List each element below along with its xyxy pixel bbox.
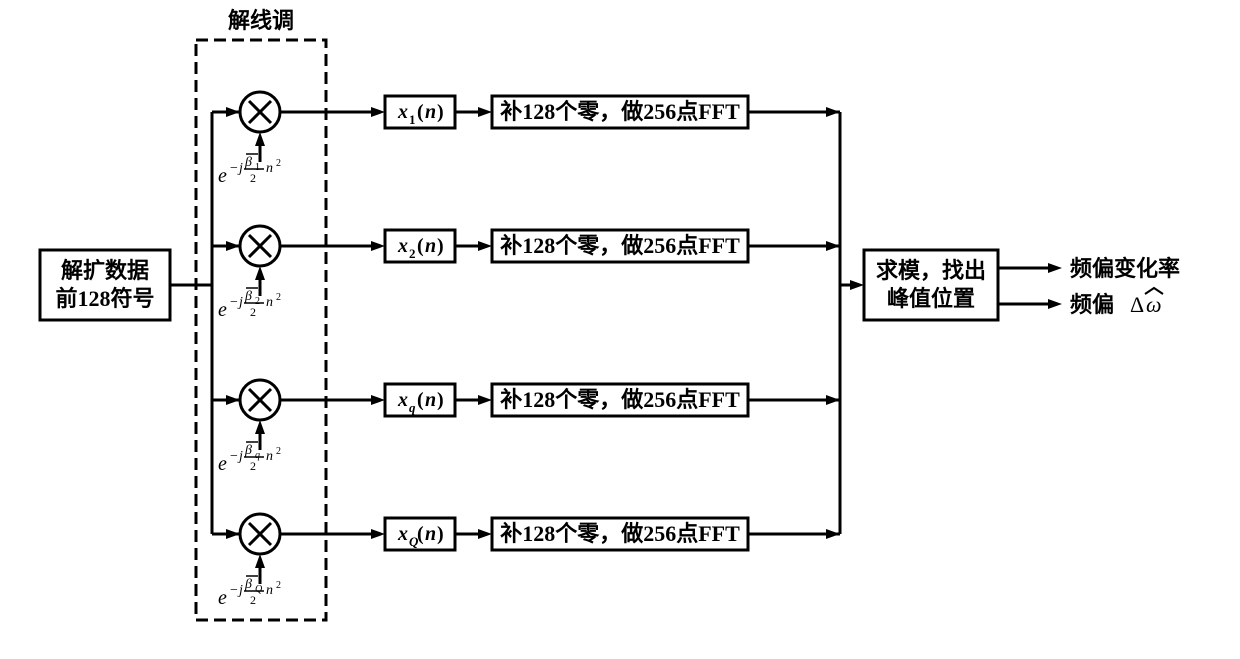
svg-text:β: β [244,577,252,592]
svg-text:解线调: 解线调 [228,8,294,33]
svg-text:(: ( [417,523,424,545]
svg-text:峰值位置: 峰值位置 [887,286,975,311]
svg-text:频偏变化率: 频偏变化率 [1070,256,1180,281]
svg-text:解扩数据: 解扩数据 [61,258,149,283]
svg-text:x: x [397,523,408,545]
svg-text:): ) [437,523,444,545]
svg-text:n: n [425,389,436,411]
svg-text:2: 2 [276,158,281,169]
svg-text:): ) [437,389,444,411]
svg-text:补128个零，做256点FFT: 补128个零，做256点FFT [499,521,740,546]
svg-text:β: β [244,155,252,170]
svg-text:(: ( [417,235,424,257]
svg-text:x: x [397,101,408,123]
svg-text:): ) [437,101,444,123]
svg-text:−: − [230,449,238,464]
svg-text:补128个零，做256点FFT: 补128个零，做256点FFT [499,233,740,258]
svg-text:2: 2 [276,446,281,457]
svg-text:2: 2 [250,171,256,185]
svg-text:β: β [244,289,252,304]
svg-text:β: β [244,443,252,458]
svg-text:): ) [437,235,444,257]
svg-text:2: 2 [409,246,416,261]
svg-text:n: n [425,235,436,257]
svg-text:2: 2 [250,459,256,473]
svg-text:n: n [266,583,273,598]
flowchart-diagram: 解扩数据前128符号解线调求模，找出峰值位置e−jβ12n2x1(n)补128个… [0,0,1240,659]
svg-text:e: e [218,299,227,321]
svg-text:1: 1 [409,112,416,127]
svg-text:n: n [266,161,273,176]
svg-text:(: ( [417,101,424,123]
svg-text:e: e [218,587,227,609]
svg-text:2: 2 [250,593,256,607]
svg-text:2: 2 [276,580,281,591]
svg-text:−: − [230,583,238,598]
svg-text:n: n [266,295,273,310]
svg-text:(: ( [417,389,424,411]
svg-text:2: 2 [276,292,281,303]
svg-text:ω: ω [1146,292,1162,317]
svg-text:Δ: Δ [1130,292,1144,317]
svg-text:e: e [218,165,227,187]
svg-text:补128个零，做256点FFT: 补128个零，做256点FFT [499,387,740,412]
svg-text:x: x [397,389,408,411]
svg-text:频偏: 频偏 [1070,292,1114,317]
svg-text:补128个零，做256点FFT: 补128个零，做256点FFT [499,99,740,124]
svg-text:n: n [266,449,273,464]
svg-text:n: n [425,101,436,123]
svg-text:n: n [425,523,436,545]
svg-text:e: e [218,453,227,475]
svg-text:2: 2 [250,305,256,319]
svg-text:Q: Q [255,584,263,595]
svg-text:−: − [230,295,238,310]
svg-text:x: x [397,235,408,257]
svg-text:−: − [230,161,238,176]
svg-text:前128符号: 前128符号 [55,286,154,311]
svg-text:q: q [409,400,416,415]
svg-text:求模，找出: 求模，找出 [876,258,986,283]
